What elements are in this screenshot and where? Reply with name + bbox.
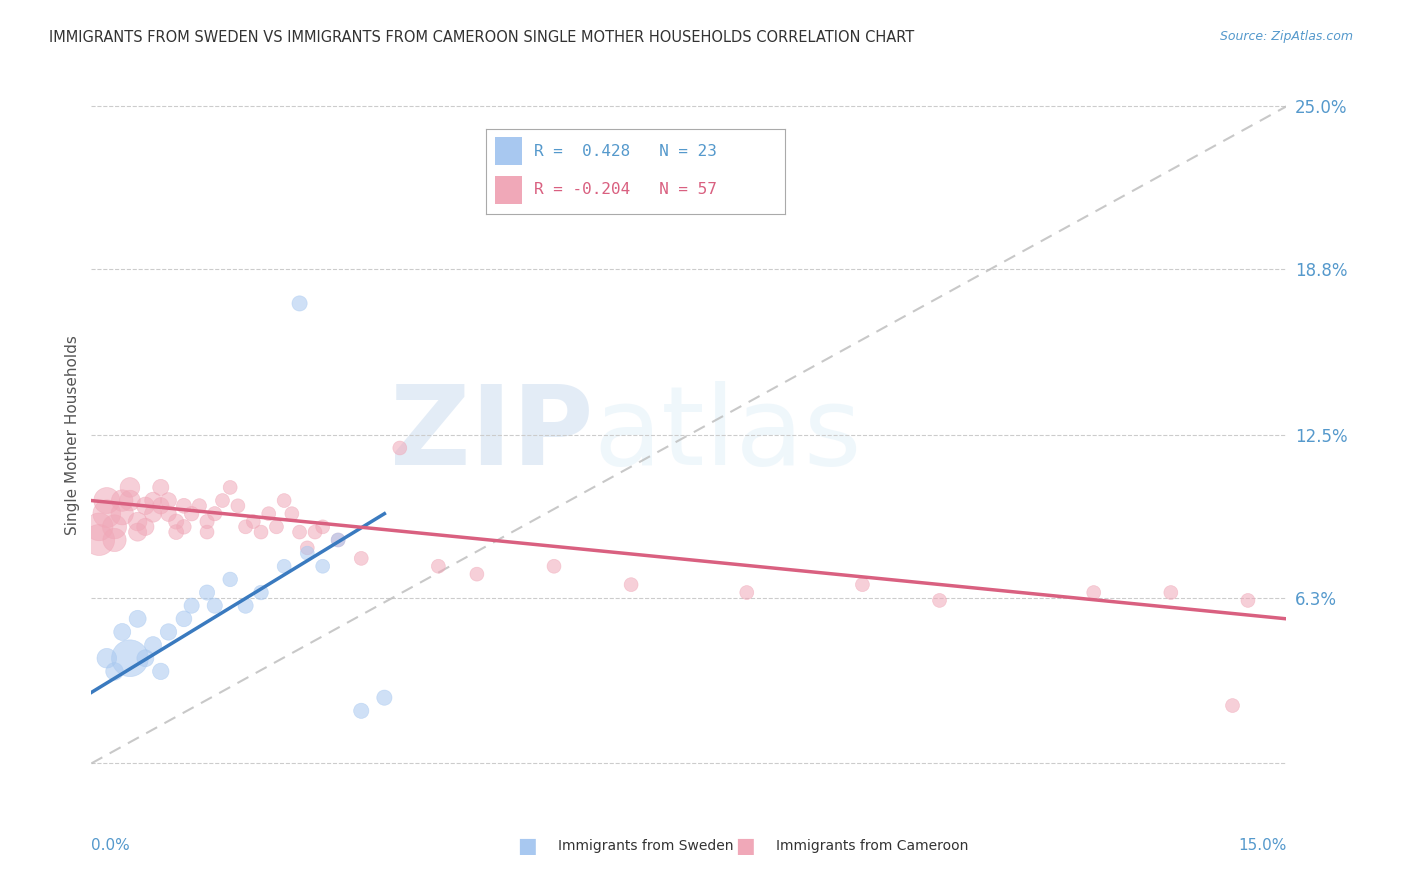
Point — [204, 507, 226, 521]
Point — [165, 515, 187, 529]
Point — [226, 499, 249, 513]
Point — [373, 690, 395, 705]
Point — [273, 559, 295, 574]
Point — [219, 573, 242, 587]
Point — [142, 493, 165, 508]
Point — [465, 567, 488, 582]
Point — [427, 559, 450, 574]
Point — [1083, 585, 1105, 599]
Point — [543, 559, 565, 574]
Point — [735, 585, 758, 599]
Text: 15.0%: 15.0% — [1239, 838, 1286, 853]
Point — [928, 593, 950, 607]
Text: 0.0%: 0.0% — [91, 838, 131, 853]
Text: ■: ■ — [517, 836, 537, 855]
Point — [326, 533, 349, 547]
Point — [281, 507, 304, 521]
Point — [257, 507, 280, 521]
Point — [173, 520, 195, 534]
Text: atlas: atlas — [593, 382, 862, 488]
Point — [620, 577, 643, 591]
Point — [165, 525, 187, 540]
Point — [266, 520, 288, 534]
Point — [103, 533, 125, 547]
Point — [118, 480, 141, 494]
Point — [173, 499, 195, 513]
Point — [250, 585, 273, 599]
Point — [157, 493, 180, 508]
Point — [297, 546, 319, 560]
Point — [180, 507, 202, 521]
Point — [142, 507, 165, 521]
Text: ZIP: ZIP — [389, 382, 593, 488]
Point — [149, 665, 172, 679]
Point — [111, 624, 134, 639]
Point — [180, 599, 202, 613]
Point — [149, 499, 172, 513]
Point — [235, 599, 257, 613]
Point — [188, 499, 211, 513]
Point — [211, 493, 233, 508]
Point — [118, 651, 141, 665]
Point — [103, 665, 125, 679]
Point — [96, 493, 118, 508]
Point — [1237, 593, 1260, 607]
Point — [118, 493, 141, 508]
Point — [1160, 585, 1182, 599]
Point — [195, 525, 218, 540]
Text: Immigrants from Cameroon: Immigrants from Cameroon — [776, 838, 969, 853]
Point — [350, 551, 373, 566]
Point — [350, 704, 373, 718]
Point — [173, 612, 195, 626]
Point — [87, 533, 110, 547]
Point — [851, 577, 873, 591]
Point — [297, 541, 319, 555]
Point — [312, 559, 335, 574]
Point — [204, 599, 226, 613]
Point — [250, 525, 273, 540]
Point — [127, 525, 149, 540]
Point — [288, 525, 311, 540]
Point — [388, 441, 411, 455]
Point — [149, 480, 172, 494]
Point — [235, 520, 257, 534]
Point — [127, 612, 149, 626]
Point — [127, 515, 149, 529]
Point — [87, 520, 110, 534]
Point — [304, 525, 326, 540]
Point — [134, 520, 156, 534]
Text: ■: ■ — [735, 836, 755, 855]
Point — [103, 520, 125, 534]
Point — [96, 651, 118, 665]
Point — [96, 507, 118, 521]
Point — [134, 651, 156, 665]
Point — [142, 638, 165, 652]
Point — [242, 515, 264, 529]
Point — [326, 533, 349, 547]
Point — [157, 507, 180, 521]
Point — [1222, 698, 1244, 713]
Point — [219, 480, 242, 494]
Point — [195, 515, 218, 529]
Point — [312, 520, 335, 534]
Point — [288, 296, 311, 310]
Y-axis label: Single Mother Households: Single Mother Households — [65, 334, 80, 535]
Point — [134, 499, 156, 513]
Point — [157, 624, 180, 639]
Point — [273, 493, 295, 508]
Text: IMMIGRANTS FROM SWEDEN VS IMMIGRANTS FROM CAMEROON SINGLE MOTHER HOUSEHOLDS CORR: IMMIGRANTS FROM SWEDEN VS IMMIGRANTS FRO… — [49, 30, 914, 45]
Point — [111, 507, 134, 521]
Point — [111, 493, 134, 508]
Text: Source: ZipAtlas.com: Source: ZipAtlas.com — [1219, 30, 1353, 44]
Text: Immigrants from Sweden: Immigrants from Sweden — [558, 838, 734, 853]
Point — [195, 585, 218, 599]
